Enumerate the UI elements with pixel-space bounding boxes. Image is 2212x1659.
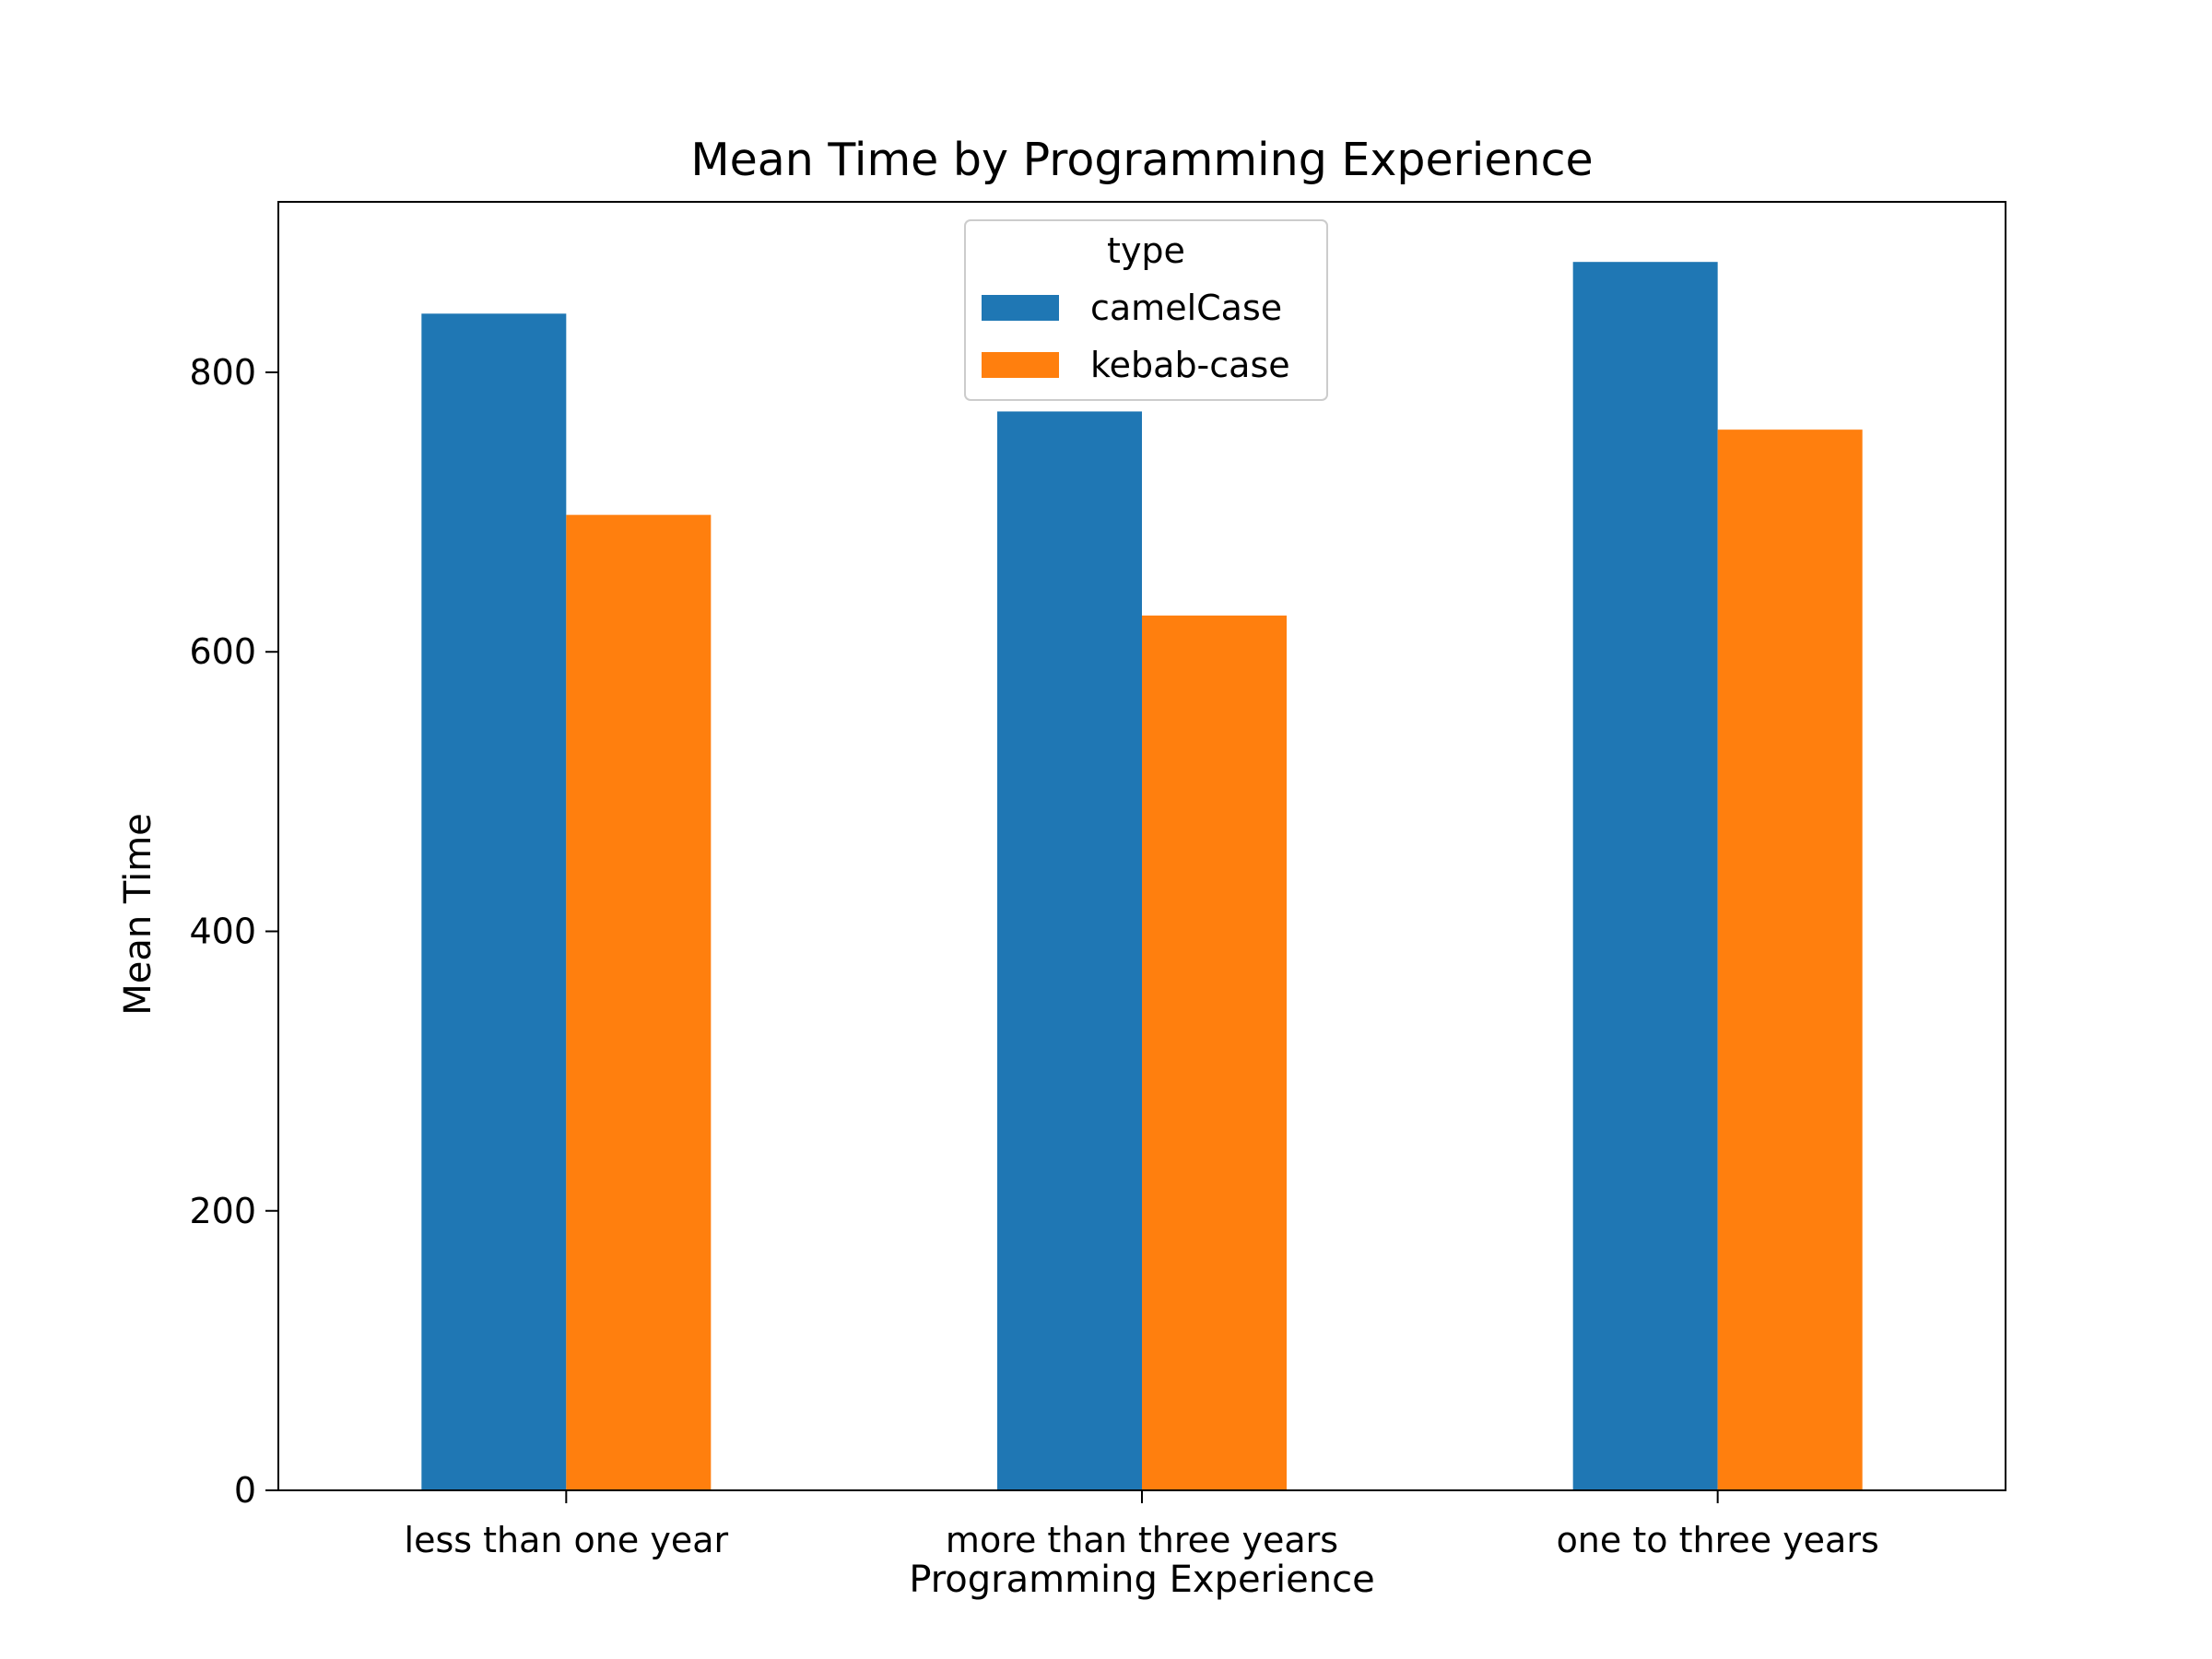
bar-kebab-case-1: [1142, 615, 1287, 1490]
plot-area: [421, 262, 1863, 1491]
legend-swatch-camelCase: [982, 295, 1059, 321]
bar-kebab-case-2: [1717, 429, 1863, 1490]
y-tick-label: 600: [189, 631, 256, 672]
bar-camelCase-1: [997, 411, 1142, 1491]
y-tick-label: 0: [234, 1470, 256, 1511]
legend-label-kebab-case: kebab-case: [1090, 345, 1290, 385]
legend: type camelCase kebab-case: [964, 219, 1328, 401]
plot-frame: [277, 201, 2006, 1491]
bar-camelCase-0: [421, 313, 567, 1490]
y-tick-label: 400: [189, 911, 256, 951]
bar-camelCase-2: [1572, 262, 1718, 1491]
x-tick-label: one to three years: [1557, 1520, 1879, 1560]
bar-kebab-case-0: [566, 514, 712, 1490]
x-tick-label: less than one year: [405, 1520, 729, 1560]
y-tick-label: 800: [189, 352, 256, 393]
y-tick-label: 200: [189, 1191, 256, 1231]
x-axis-label: Programming Experience: [909, 1559, 1374, 1601]
legend-label-camelCase: camelCase: [1090, 288, 1282, 328]
axes-layer: less than one year more than three years o…: [189, 201, 2006, 1560]
y-axis-label: Mean Time: [117, 813, 159, 1016]
legend-swatch-kebab-case: [982, 352, 1059, 378]
x-tick-label: more than three years: [946, 1520, 1338, 1560]
legend-title: type: [1107, 230, 1185, 271]
chart-title: Mean Time by Programming Experience: [690, 134, 1593, 186]
